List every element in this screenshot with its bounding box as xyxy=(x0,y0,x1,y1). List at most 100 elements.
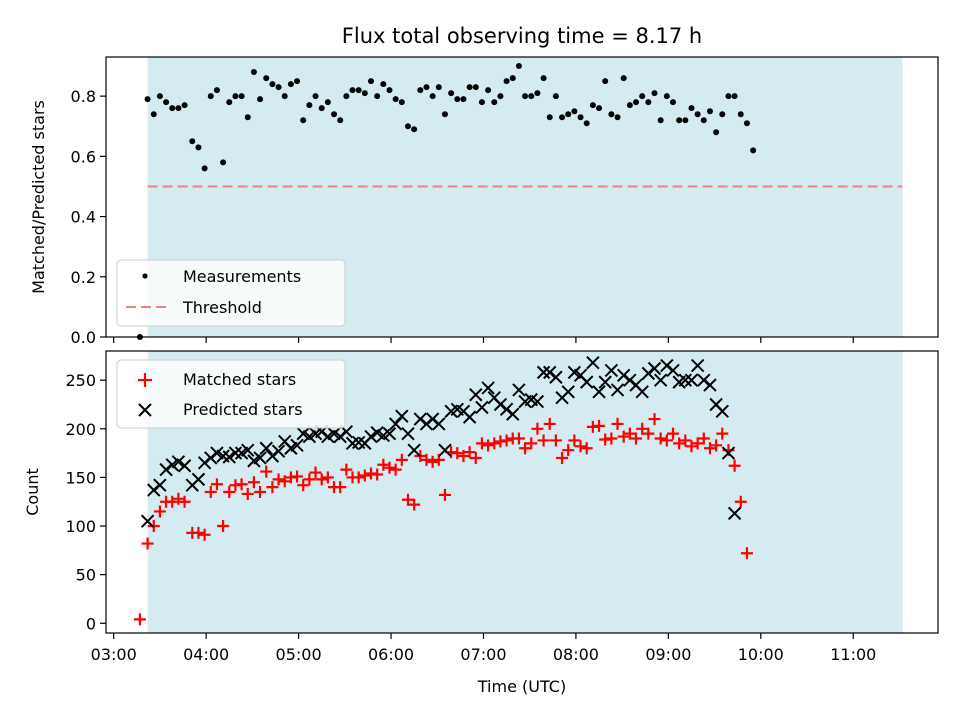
measurement-point xyxy=(226,99,233,106)
measurement-point xyxy=(318,105,325,112)
top-ytick-label: 0.0 xyxy=(71,328,96,347)
top-ytick-label: 0.4 xyxy=(71,208,96,227)
matched-star-point xyxy=(395,453,408,466)
matched-star-point xyxy=(204,486,217,498)
predicted-star-point xyxy=(241,443,255,457)
matched-star-point xyxy=(593,419,606,432)
matched-star-point xyxy=(315,473,328,486)
matched-star-point xyxy=(303,473,316,486)
predicted-star-point xyxy=(438,443,452,457)
legend-marker-predicted xyxy=(138,403,152,417)
measurement-point xyxy=(386,87,393,94)
measurement-point xyxy=(175,105,182,112)
matched-star-point xyxy=(482,439,495,452)
measurement-point xyxy=(491,99,498,106)
measurement-point xyxy=(565,111,572,118)
measurement-point xyxy=(750,147,757,154)
predicted-star-point xyxy=(666,363,680,378)
top-y-axis-label: Matched/Predicted stars xyxy=(29,100,48,294)
measurement-point xyxy=(577,114,584,121)
measurement-point xyxy=(583,120,590,127)
count-points xyxy=(133,355,753,626)
measurement-point xyxy=(552,93,559,100)
measurement-point xyxy=(503,78,510,85)
measurement-point xyxy=(737,111,744,118)
measurement-point xyxy=(417,87,424,94)
measurement-point xyxy=(281,93,288,100)
matched-star-point xyxy=(297,479,310,492)
matched-star-point xyxy=(654,432,667,445)
matched-star-point xyxy=(525,437,538,450)
measurement-point xyxy=(571,108,578,115)
measurement-point xyxy=(743,120,750,127)
bottom-legend: Matched stars Predicted stars xyxy=(116,359,346,429)
bottom-axes-frame xyxy=(105,350,939,634)
measurement-point xyxy=(275,84,282,91)
matched-star-point xyxy=(648,413,661,426)
matched-star-point xyxy=(235,478,248,491)
measurement-point xyxy=(694,111,701,118)
bottom-xtick-label: 06:00 xyxy=(368,645,414,664)
predicted-star-point xyxy=(253,451,267,465)
measurement-point xyxy=(460,96,467,103)
predicted-star-point xyxy=(228,446,243,460)
predicted-star-point xyxy=(592,385,606,399)
measurement-point xyxy=(201,165,208,172)
measurement-point xyxy=(626,102,633,109)
matched-star-point xyxy=(133,613,146,626)
matched-star-point xyxy=(728,459,741,472)
legend-marker-measurements xyxy=(142,273,148,279)
matched-star-point xyxy=(685,440,698,453)
measurement-point xyxy=(374,93,381,100)
bottom-xtick-label: 07:00 xyxy=(460,645,506,664)
matched-star-point xyxy=(574,440,587,453)
matched-star-point xyxy=(703,442,716,455)
measurement-point xyxy=(355,87,362,94)
predicted-star-point xyxy=(604,363,619,378)
measurement-point xyxy=(633,99,640,106)
predicted-star-point xyxy=(388,417,403,431)
measurement-point xyxy=(725,93,732,100)
predicted-star-point xyxy=(610,383,625,397)
predicted-star-point xyxy=(684,373,699,387)
bottom-xtick-label: 11:00 xyxy=(830,645,876,664)
measurement-point xyxy=(719,111,726,118)
matched-star-point xyxy=(636,422,649,435)
matched-star-point xyxy=(291,470,304,483)
measurement-point xyxy=(540,75,547,82)
top-ytick-label: 0.2 xyxy=(71,268,96,287)
bottom-x-axis-label: Time (UTC) xyxy=(477,677,566,696)
matched-star-point xyxy=(519,442,532,455)
bottom-xtick-label: 09:00 xyxy=(645,645,691,664)
bottom-ytick-label: 50 xyxy=(76,566,96,585)
matched-star-point xyxy=(172,492,185,505)
measurement-point xyxy=(528,93,535,100)
predicted-star-point xyxy=(653,373,668,387)
measurement-point xyxy=(663,93,670,100)
matched-star-point xyxy=(278,475,291,488)
matched-star-point xyxy=(401,493,414,506)
matched-star-point xyxy=(740,547,753,560)
predicted-star-point xyxy=(598,375,612,389)
top-panel: 0.00.20.40.60.8 Matched/Predicted stars … xyxy=(29,56,939,347)
bottom-ytick-label: 250 xyxy=(65,371,96,390)
predicted-star-point xyxy=(530,394,545,409)
measurement-point xyxy=(448,90,455,97)
measurement-point xyxy=(546,114,553,121)
matched-star-point xyxy=(352,471,365,484)
predicted-star-point xyxy=(721,446,736,460)
predicted-star-point xyxy=(364,429,378,444)
measurement-point xyxy=(657,117,664,124)
predicted-star-point xyxy=(635,385,649,399)
top-ytick-label: 0.6 xyxy=(71,147,96,166)
top-x-ticks xyxy=(113,337,854,343)
matched-star-point xyxy=(660,434,673,447)
measurement-point xyxy=(250,69,257,76)
matched-star-point xyxy=(309,466,322,479)
matched-star-point xyxy=(562,444,575,457)
measurement-point xyxy=(688,105,695,112)
measurement-point xyxy=(676,117,683,124)
matched-star-point xyxy=(217,520,230,533)
measurement-point xyxy=(620,75,627,82)
matched-star-point xyxy=(178,495,191,508)
